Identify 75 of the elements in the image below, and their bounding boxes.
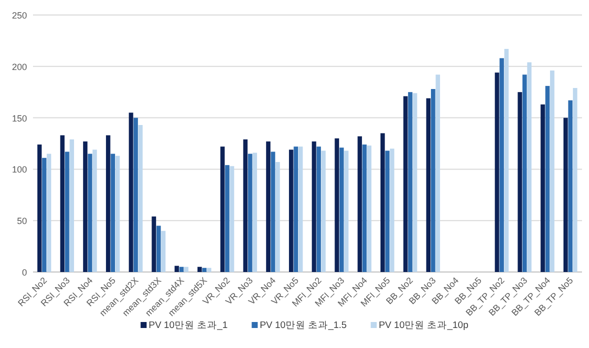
bar [572,88,578,272]
y-tick-label: 0 [22,268,27,278]
legend-label: PV 10만원 초과_10p [378,320,468,331]
legend-label: PV 10만원 초과_1 [148,320,228,331]
bar [202,268,207,272]
bar [500,58,504,272]
bar [197,266,202,272]
bar [527,62,532,272]
bar [248,154,252,272]
bar [294,146,298,272]
bar [83,141,88,272]
bar [312,141,316,272]
bar [288,150,294,272]
bar [46,154,52,272]
bar [339,148,344,272]
bar [362,144,367,272]
bar [367,146,372,272]
bar [298,146,303,272]
bar [110,154,116,272]
bar [380,133,385,272]
bar [179,266,184,272]
bar [504,48,509,272]
bar [174,266,179,272]
bar [220,146,225,272]
y-tick-label: 200 [12,62,27,72]
bar [358,136,362,272]
bar [252,152,258,272]
bar [412,93,418,272]
bar [266,141,270,272]
bar [161,230,166,272]
bar [568,100,573,272]
legend-label: PV 10만원 초과_1.5 [260,320,347,331]
bar [276,162,280,272]
bar [270,152,276,272]
bar [321,150,326,272]
bar [316,146,321,272]
bar [522,74,527,272]
y-tick-label: 100 [12,164,27,175]
bar [540,104,545,272]
bar [88,154,92,272]
bar [545,86,550,272]
bar [550,70,554,272]
bar [225,165,230,272]
bar [243,139,248,272]
bar [403,96,408,272]
bar [430,89,436,272]
bar [230,166,234,272]
bar [60,135,65,272]
y-tick-label: 50 [16,216,27,226]
bar [563,118,568,272]
bar [344,150,349,272]
bar [518,92,522,272]
bar [42,158,46,272]
bar [385,150,390,272]
bar [64,152,70,272]
y-tick-label: 150 [12,113,27,124]
bar [128,112,134,272]
bar [134,118,138,272]
y-tick-label: 250 [12,10,27,20]
bar [426,98,431,272]
bar [138,124,143,272]
bar [334,138,340,272]
bar [156,226,161,272]
bar [106,135,110,272]
bar [70,139,74,272]
bar [436,74,440,272]
bar [152,216,156,272]
bar [115,156,120,272]
bar [37,144,42,272]
bar [92,150,97,272]
bar [408,92,412,272]
bar [390,148,394,272]
bar [494,72,500,272]
bar [184,266,188,272]
bar [206,268,212,272]
